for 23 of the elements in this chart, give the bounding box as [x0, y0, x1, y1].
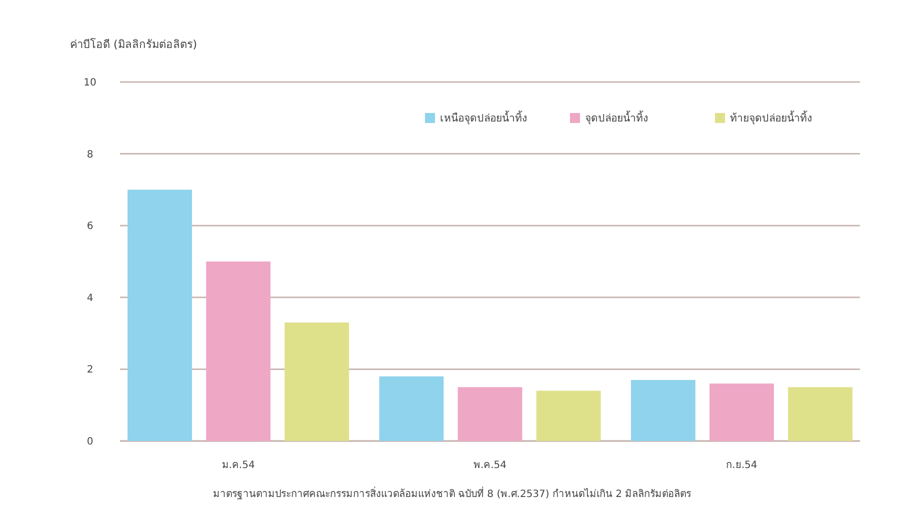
- bar: [458, 387, 522, 441]
- bar: [630, 380, 696, 441]
- y-tick-label: 8: [86, 149, 94, 160]
- y-axis-title: ค่าบีโอดี (มิลลิกรัมต่อลิตร): [70, 37, 198, 51]
- bar: [709, 384, 774, 441]
- text: มาตรฐานตามประกาศคณะกรรมการสิ่งแวดล้อมแห่งชาติ ฉบับที่ 8 (พ.ศ.2537) กำหนดไม่เกิน 2 มิลลิกรัมต่อลิตร: [212, 486, 692, 500]
- legend-label: ท้ายจุดปล่อยน้ำทิ้ง: [730, 110, 812, 125]
- y-tick-label: 6: [86, 221, 94, 232]
- legend-label: เหนือจุดปล่อยน้ำทิ้ง: [440, 110, 527, 125]
- y-tick-label: 0: [86, 436, 94, 448]
- legend-label: จุดปล่อยน้ำทิ้ง: [585, 110, 648, 125]
- y-tick-label: 4: [86, 292, 94, 304]
- y-tick-label: 10: [84, 78, 96, 88]
- bar: [128, 190, 192, 441]
- bar: [536, 390, 601, 441]
- bar: [206, 262, 271, 441]
- bar: [379, 376, 444, 441]
- bar: [284, 322, 350, 441]
- x-tick-label: ก.ย.54: [726, 460, 758, 471]
- x-tick-label: พ.ค.54: [473, 460, 507, 471]
- bar: [788, 387, 852, 441]
- x-tick-label: ม.ค.54: [222, 460, 255, 471]
- y-tick-label: 2: [86, 364, 94, 376]
